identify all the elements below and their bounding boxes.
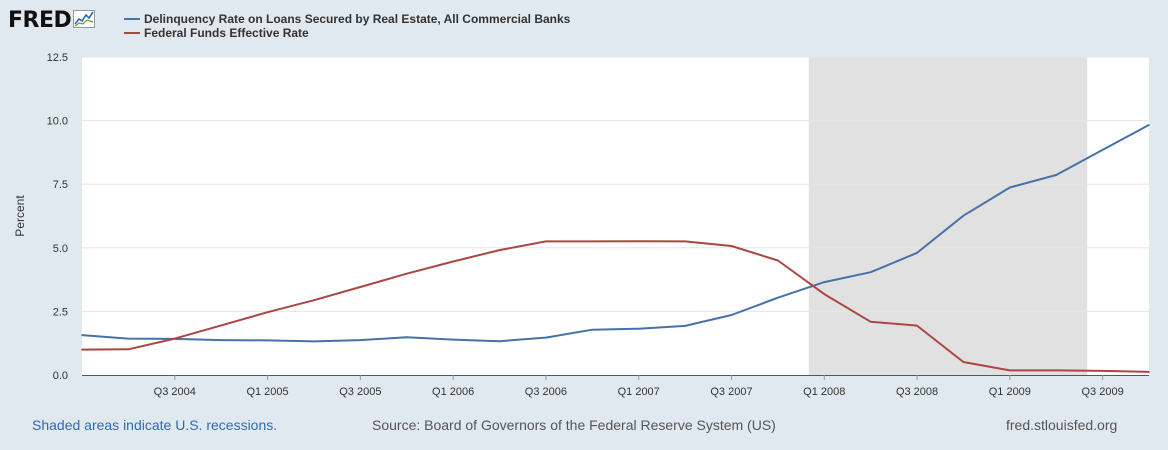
chart-legend: Delinquency Rate on Loans Secured by Rea…	[124, 12, 570, 40]
data-point-series-1	[81, 334, 83, 336]
recession-band	[808, 57, 1088, 375]
x-tick-label: Q3 2004	[154, 386, 196, 398]
data-point-series-1	[545, 336, 547, 339]
logo-text: FRED	[8, 7, 72, 33]
data-point-series-1	[452, 338, 454, 341]
data-point-series-1	[313, 340, 315, 343]
fred-logo[interactable]: FRED	[8, 7, 96, 33]
data-point-series-2	[637, 240, 640, 242]
x-tick-label: Q1 2006	[432, 386, 474, 398]
data-point-series-1	[777, 296, 779, 299]
data-point-series-1	[916, 252, 918, 254]
data-point-series-1	[591, 328, 594, 331]
grid-layer	[82, 56, 1149, 312]
x-tick-label: Q1 2007	[618, 386, 660, 398]
data-point-series-2	[173, 337, 176, 340]
data-point-series-2	[730, 245, 733, 247]
line-chart[interactable]: 0.0 2.5 5.0 7.5 10.0 12.5 Q3 2004 Q1 2005 Q3 200…	[0, 0, 1168, 410]
data-point-series-2	[545, 240, 547, 243]
data-point-series-1	[127, 337, 130, 340]
x-tick-label: Q1 2008	[803, 386, 845, 398]
data-point-series-2	[266, 311, 269, 313]
legend-item-series-1[interactable]: Delinquency Rate on Loans Secured by Rea…	[124, 12, 570, 26]
data-point-series-2	[869, 321, 872, 323]
data-point-series-1	[1101, 149, 1104, 151]
data-point-series-2	[498, 249, 501, 251]
data-point-series-2	[127, 348, 130, 351]
series-layer	[81, 124, 1150, 373]
data-point-series-1	[637, 327, 640, 330]
recession-layer	[808, 57, 1088, 375]
data-point-series-1	[405, 336, 408, 339]
data-point-series-1	[1055, 174, 1058, 176]
data-point-series-2	[1148, 371, 1150, 373]
data-point-series-2	[591, 240, 594, 243]
data-point-series-2	[359, 286, 362, 288]
data-point-series-2	[777, 259, 779, 262]
data-point-series-1	[684, 325, 686, 327]
trend-chart-icon	[73, 10, 96, 33]
y-tick-label: 5.0	[53, 243, 68, 255]
data-point-series-2	[1055, 369, 1058, 372]
data-point-series-1	[220, 339, 222, 341]
data-point-series-1	[730, 314, 733, 316]
y-tick-label: 12.5	[47, 52, 68, 64]
data-point-series-2	[1009, 369, 1011, 372]
data-point-series-1	[359, 339, 362, 341]
data-point-series-1	[1148, 124, 1150, 126]
data-point-series-1	[266, 339, 269, 342]
data-point-series-2	[916, 324, 918, 327]
site-link[interactable]: fred.stlouisfed.org	[1006, 417, 1118, 433]
legend-label-series-1: Delinquency Rate on Loans Secured by Rea…	[144, 12, 571, 26]
x-tick-label: Q1 2009	[989, 386, 1031, 398]
y-tick-label: 2.5	[53, 306, 68, 318]
legend-swatch-series-2	[124, 32, 140, 34]
recession-note-link[interactable]: Shaded areas indicate U.S. recessions.	[32, 417, 278, 433]
legend-item-series-2[interactable]: Federal Funds Effective Rate	[124, 26, 570, 40]
data-point-series-2	[313, 299, 315, 302]
y-tick-label: 10.0	[47, 116, 68, 128]
x-tick-label: Q3 2005	[339, 386, 381, 398]
data-point-series-1	[962, 214, 965, 217]
x-tick-label: Q3 2008	[896, 386, 938, 398]
legend-label-series-2: Federal Funds Effective Rate	[144, 26, 309, 40]
data-point-series-1	[498, 340, 501, 342]
data-point-series-2	[220, 324, 222, 327]
y-tick-label: 0.0	[53, 370, 68, 382]
x-tick-label: Q1 2005	[246, 386, 288, 398]
series-line-2	[81, 240, 1150, 373]
data-point-series-2	[81, 348, 83, 351]
x-tick-label: Q3 2007	[710, 386, 752, 398]
x-tick-label: Q3 2006	[525, 386, 567, 398]
series-line-1	[81, 124, 1150, 343]
data-point-series-2	[452, 260, 454, 263]
data-point-series-2	[684, 240, 686, 243]
data-point-series-1	[869, 271, 872, 274]
axis-layer: 0.0 2.5 5.0 7.5 10.0 12.5 Q3 2004 Q1 2005 Q3 200…	[47, 52, 1149, 398]
data-point-series-2	[405, 272, 408, 275]
y-axis-label: Percent	[13, 195, 27, 237]
legend-swatch-series-1	[124, 18, 140, 20]
data-point-series-1	[1009, 186, 1011, 189]
data-point-series-1	[823, 281, 826, 283]
y-tick-label: 7.5	[53, 179, 68, 191]
data-point-series-2	[962, 361, 965, 363]
data-point-series-2	[823, 293, 826, 295]
data-point-series-2	[1101, 370, 1104, 372]
source-text: Source: Board of Governors of the Federa…	[372, 417, 776, 433]
x-tick-label: Q3 2009	[1082, 386, 1124, 398]
